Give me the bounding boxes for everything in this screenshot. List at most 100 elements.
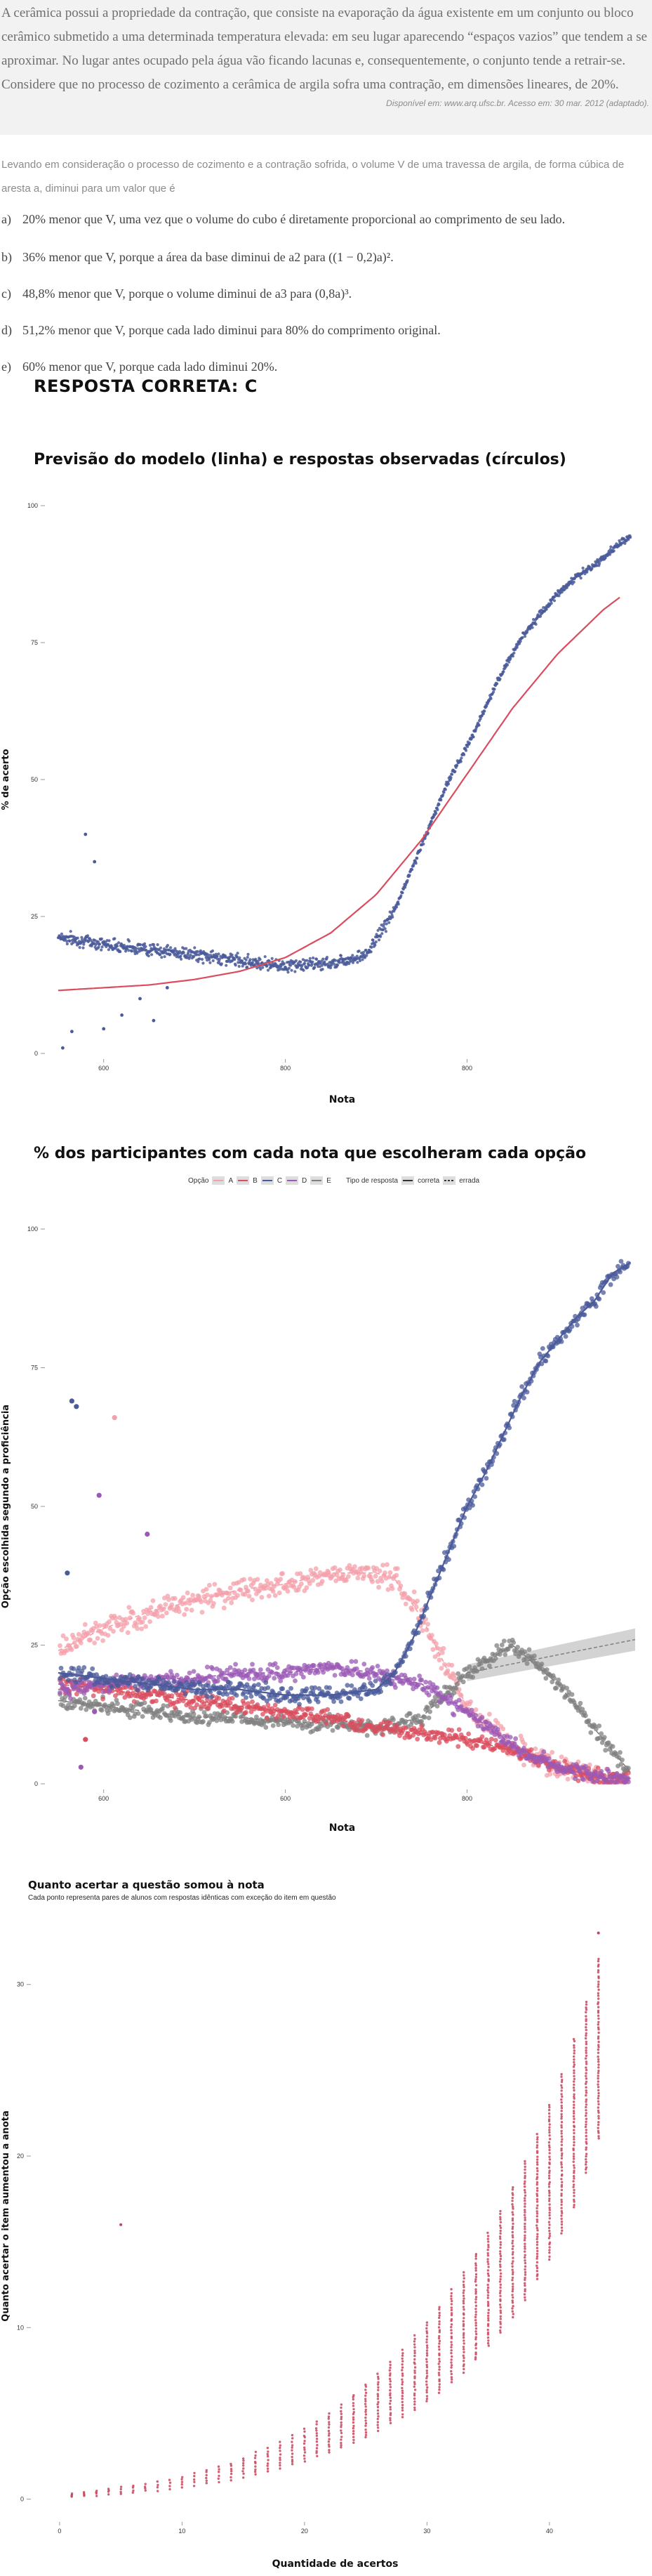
outlier-point — [597, 1931, 600, 1935]
data-point — [315, 2434, 319, 2437]
option-c-point — [256, 1682, 261, 1688]
data-point — [597, 1969, 600, 1972]
option-b-point — [74, 1691, 79, 1697]
data-point — [585, 2040, 587, 2044]
option-c-point — [109, 1685, 115, 1690]
data-point — [585, 2114, 587, 2117]
data-point — [352, 2412, 355, 2416]
data-point — [340, 2415, 343, 2419]
outlier-point — [93, 860, 97, 864]
data-point — [524, 2237, 526, 2240]
data-point — [512, 2260, 514, 2263]
option-e-point — [467, 1664, 472, 1669]
data-point — [560, 2232, 563, 2235]
data-point — [389, 2405, 392, 2409]
option-a-point — [78, 1641, 84, 1645]
data-point — [474, 2342, 478, 2345]
option-d-point — [415, 1682, 421, 1688]
data-point — [364, 2424, 367, 2427]
data-point — [573, 2046, 576, 2049]
data-point — [560, 2178, 563, 2181]
data-point — [364, 2384, 367, 2386]
data-point — [561, 2095, 564, 2098]
data-point — [266, 2464, 269, 2467]
data-point — [401, 2391, 404, 2395]
option-d-point — [423, 1679, 428, 1685]
data-point — [437, 2372, 441, 2374]
data-point — [308, 957, 312, 960]
data-point — [352, 2407, 355, 2411]
data-point — [462, 2302, 465, 2305]
option-a-point — [424, 1627, 430, 1633]
chart2-title: % dos participantes com cada nota que es… — [34, 1145, 587, 1162]
data-point — [377, 2375, 380, 2379]
data-point — [560, 2217, 563, 2221]
option-c-point — [362, 1685, 368, 1690]
data-point — [266, 2447, 269, 2450]
x-tick-label: 600 — [280, 1795, 291, 1802]
data-point — [302, 2434, 306, 2438]
data-point — [597, 2129, 600, 2133]
y-axis-label: % de acerto — [1, 749, 11, 810]
data-point — [474, 2315, 477, 2319]
option-a-point — [82, 1622, 88, 1627]
outlier-point — [74, 1404, 79, 1409]
data-point — [316, 2443, 319, 2447]
option-c-point — [349, 1683, 354, 1688]
option-b[interactable]: b) 36% menor que V, porque a área da base… — [1, 250, 394, 265]
data-point — [383, 927, 387, 931]
data-point — [585, 2112, 587, 2115]
data-point — [208, 961, 212, 964]
data-point — [377, 2400, 380, 2404]
data-point — [585, 2171, 587, 2174]
data-point — [327, 2429, 331, 2433]
option-d[interactable]: d) 51,2% menor que V, porque cada lado di… — [1, 323, 441, 338]
option-e[interactable]: e) 60% menor que V, porque cada lado dimi… — [1, 360, 277, 374]
data-point — [303, 2430, 306, 2433]
option-c[interactable]: c) 48,8% menor que V, porque o volume dim… — [1, 287, 352, 301]
data-point — [573, 2138, 576, 2141]
data-point — [585, 2028, 587, 2032]
data-point — [314, 2427, 318, 2430]
data-point — [499, 2250, 502, 2253]
data-point — [466, 745, 470, 749]
option-d-point — [332, 1673, 338, 1678]
option-d-point — [100, 1689, 106, 1695]
data-point — [413, 2372, 416, 2374]
data-point — [585, 2037, 587, 2040]
data-point — [401, 2378, 404, 2381]
data-point — [235, 955, 239, 959]
option-a-point — [487, 1711, 492, 1717]
data-point — [512, 2256, 514, 2259]
data-point — [524, 2180, 526, 2183]
option-a-point — [332, 1565, 338, 1570]
data-point — [425, 2332, 429, 2334]
data-point — [597, 2137, 600, 2140]
data-point — [376, 2417, 379, 2421]
data-point — [535, 2255, 539, 2258]
option-a-point — [248, 1577, 253, 1582]
data-point — [463, 2308, 465, 2311]
data-point — [535, 2183, 538, 2186]
data-point — [535, 2226, 538, 2230]
option-a[interactable]: a) 20% menor que V, uma vez que o volume … — [1, 212, 565, 227]
data-point — [450, 2312, 453, 2315]
data-point — [561, 2212, 564, 2214]
data-point — [206, 953, 210, 957]
option-e-point — [191, 1711, 197, 1717]
data-point — [115, 945, 119, 948]
data-point — [486, 2272, 490, 2275]
option-a-point — [263, 1586, 269, 1591]
data-point — [524, 2171, 526, 2174]
data-point — [430, 820, 433, 823]
data-point — [524, 2289, 526, 2293]
data-point — [598, 562, 601, 565]
option-e-point — [554, 1685, 559, 1690]
data-point — [80, 935, 84, 939]
data-point — [279, 2444, 281, 2447]
data-point — [328, 2421, 331, 2424]
data-point — [597, 2103, 600, 2105]
data-point — [449, 776, 453, 780]
option-a-point — [241, 1577, 246, 1582]
data-point — [119, 2492, 122, 2495]
